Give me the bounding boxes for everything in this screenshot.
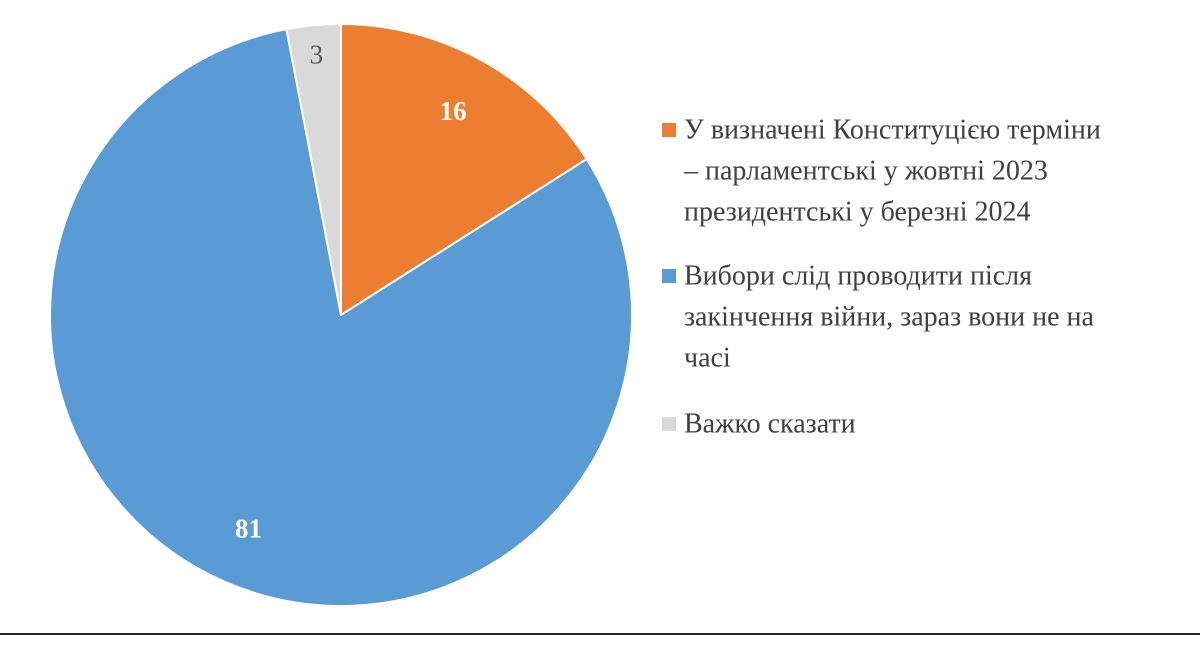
pie-slice-3	[285, 23, 342, 316]
data-label-3: 3	[310, 39, 324, 69]
data-label-1: 16	[440, 96, 467, 126]
legend-label-2: Вибори слід проводити після закінчення ві…	[684, 261, 1095, 374]
pie-slices	[49, 23, 633, 607]
legend-label-line: Вибори слід проводити після	[684, 261, 1032, 292]
legend-label-line: У визначені Конституцією терміни	[684, 115, 1101, 146]
legend-entry-1: У визначені Конституцією терміни – парлам…	[662, 115, 1101, 228]
legend-entry-3: Важко сказати	[662, 409, 856, 440]
legend-marker-2	[662, 269, 676, 283]
legend-label-3: Важко сказати	[684, 409, 856, 440]
legend: У визначені Конституцією терміни – парлам…	[662, 115, 1101, 440]
legend-entry-2: Вибори слід проводити після закінчення ві…	[662, 261, 1095, 374]
legend-marker-1	[662, 123, 676, 137]
pie-data-labels: 16 81 3	[235, 39, 467, 543]
bottom-divider	[0, 633, 1200, 635]
legend-label-line: – парламентські у жовтні 2023	[683, 156, 1048, 187]
legend-label-line: президентські у березні 2024	[684, 197, 1031, 228]
legend-label-line: часі	[684, 343, 731, 374]
pie-slice-2	[49, 28, 633, 607]
legend-marker-3	[662, 417, 676, 431]
data-label-2: 81	[235, 514, 262, 544]
legend-label-1: У визначені Конституцією терміни – парлам…	[683, 115, 1101, 228]
legend-label-line: Важко сказати	[684, 409, 856, 440]
pie-slice-1	[340, 23, 588, 316]
legend-label-line: закінчення війни, зараз вони не на	[684, 302, 1095, 333]
